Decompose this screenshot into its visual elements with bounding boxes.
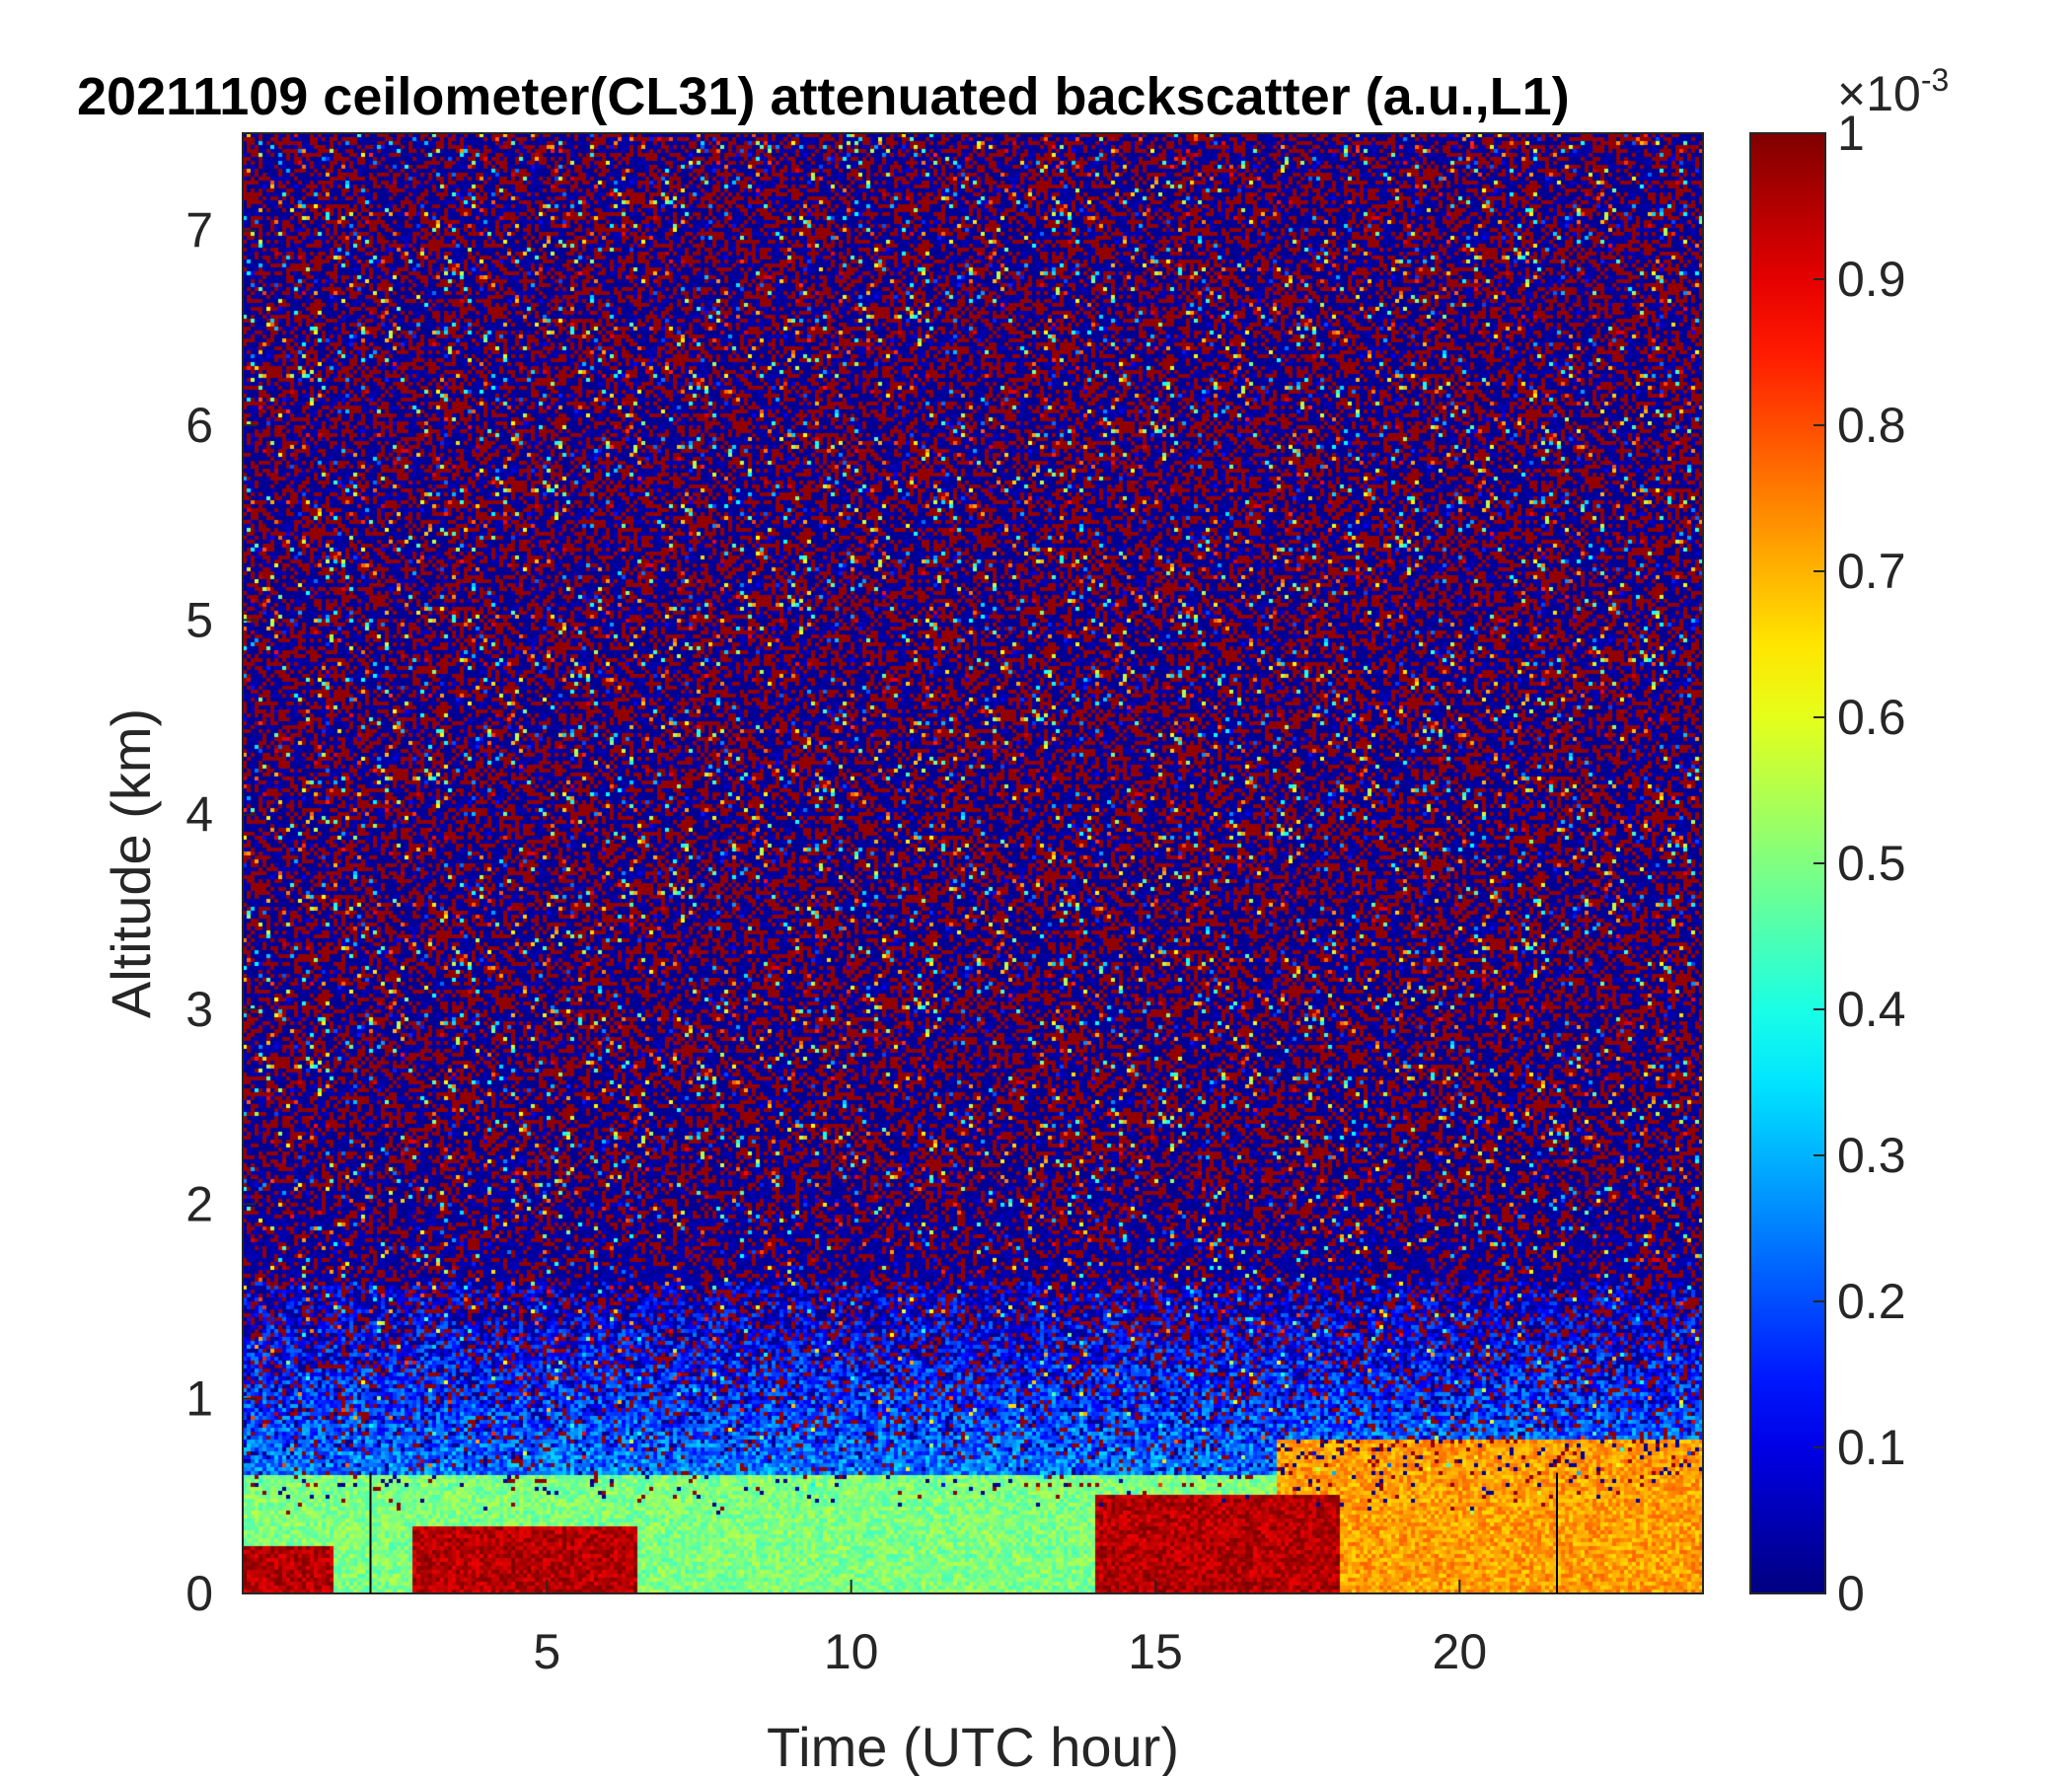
- x-tick-label: 15: [1128, 1624, 1183, 1679]
- colorbar-tick-label: 0.1: [1837, 1420, 1906, 1475]
- colorbar-tick-label: 0: [1837, 1566, 1865, 1621]
- chart-title: 20211109 ceilometer(CL31) attenuated bac…: [77, 67, 1570, 126]
- y-axis: 0 1 2 3 4 5 6 7: [185, 203, 257, 1621]
- y-tick-label: 1: [185, 1371, 213, 1427]
- colorbar: 0 0.1 0.2 0.3 0.4 0.5 0.6 0.7 0.8 0.9 1 ×10-3: [1749, 62, 1949, 1621]
- plot-area: [242, 132, 1704, 1594]
- y-tick-label: 6: [185, 398, 213, 453]
- x-axis-label: Time (UTC hour): [767, 1716, 1179, 1776]
- x-tick-label: 10: [824, 1624, 879, 1679]
- heatmap-image: [243, 133, 1703, 1593]
- colorbar-tick-label: 0.9: [1837, 252, 1906, 307]
- colorbar-tick-label: 0.7: [1837, 544, 1906, 599]
- colorbar-tick-label: 0.3: [1837, 1128, 1906, 1183]
- x-tick-label: 5: [533, 1624, 560, 1679]
- y-tick-label: 0: [185, 1566, 213, 1621]
- plot-frame: [242, 132, 1704, 1594]
- vertical-markers: [369, 1472, 1558, 1593]
- x-tick-label: 20: [1433, 1624, 1488, 1679]
- colorbar-tick-label: 0.4: [1837, 982, 1906, 1037]
- x-axis: 5 10 15 20: [533, 1580, 1487, 1679]
- colorbar-tick-label: 0.5: [1837, 836, 1906, 891]
- y-axis-label: Altitude (km): [100, 708, 162, 1018]
- colorbar-scale-label: ×10-3: [1837, 62, 1949, 121]
- y-tick-label: 5: [185, 592, 213, 647]
- colorbar-gradient: [1749, 132, 1826, 1594]
- y-tick-label: 7: [185, 203, 213, 259]
- colorbar-ticks: 0 0.1 0.2 0.3 0.4 0.5 0.6 0.7 0.8 0.9 1: [1813, 106, 1906, 1621]
- colorbar-tick-label: 0.2: [1837, 1274, 1906, 1329]
- colorbar-tick-label: 0.6: [1837, 690, 1906, 745]
- colorbar-tick-label: 0.8: [1837, 398, 1906, 453]
- y-tick-label: 2: [185, 1176, 213, 1231]
- y-tick-label: 3: [185, 982, 213, 1037]
- colorbar-tick-label: 1: [1837, 106, 1865, 161]
- y-tick-label: 4: [185, 787, 213, 843]
